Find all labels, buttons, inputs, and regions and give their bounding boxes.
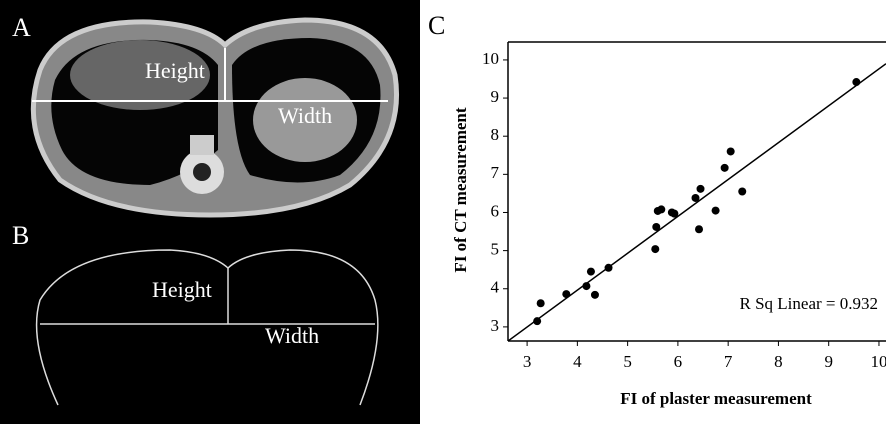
point: [695, 225, 704, 234]
x-tick-label: 7: [724, 352, 733, 371]
point: [562, 290, 571, 299]
width-label: Width: [278, 103, 332, 128]
width-label: Width: [265, 323, 319, 348]
x-tick-label: 10: [870, 352, 886, 371]
panel-label: A: [12, 13, 31, 42]
point: [590, 290, 599, 299]
panel-label: C: [428, 11, 445, 40]
point: [696, 184, 705, 193]
point: [536, 299, 545, 308]
x-tick-label: 8: [774, 352, 783, 371]
point: [652, 222, 661, 231]
point: [651, 245, 660, 254]
fit-line: [507, 63, 886, 342]
point: [691, 193, 700, 202]
x-axis-title: FI of plaster measurement: [620, 389, 812, 408]
panel-label: B: [12, 221, 29, 250]
y-tick-label: 9: [491, 87, 500, 106]
y-tick-label: 3: [491, 316, 500, 335]
y-tick-label: 10: [482, 49, 499, 68]
height-label: Height: [145, 58, 205, 83]
point: [582, 282, 591, 291]
point: [533, 317, 542, 326]
x-tick-label: 4: [573, 352, 582, 371]
point: [738, 187, 747, 196]
point: [670, 209, 679, 218]
point: [604, 263, 613, 272]
x-tick-label: 5: [623, 352, 632, 371]
point: [711, 206, 720, 215]
y-tick-label: 5: [491, 240, 500, 259]
y-axis-title: FI of CT measurement: [451, 107, 470, 272]
x-tick-label: 3: [523, 352, 532, 371]
y-tick-label: 7: [491, 163, 500, 182]
x-tick-label: 9: [824, 352, 833, 371]
point: [720, 163, 729, 172]
point: [657, 205, 666, 214]
height-label: Height: [152, 277, 212, 302]
point: [852, 78, 861, 87]
outline: [35, 249, 379, 406]
x-tick-label: 6: [674, 352, 683, 371]
point: [586, 267, 595, 276]
y-tick-label: 6: [491, 201, 500, 220]
y-tick-label: 8: [491, 125, 500, 144]
ct-image: [30, 17, 400, 218]
point: [726, 147, 735, 156]
y-tick-label: 4: [491, 278, 500, 297]
annotation: R Sq Linear = 0.932: [740, 294, 879, 313]
